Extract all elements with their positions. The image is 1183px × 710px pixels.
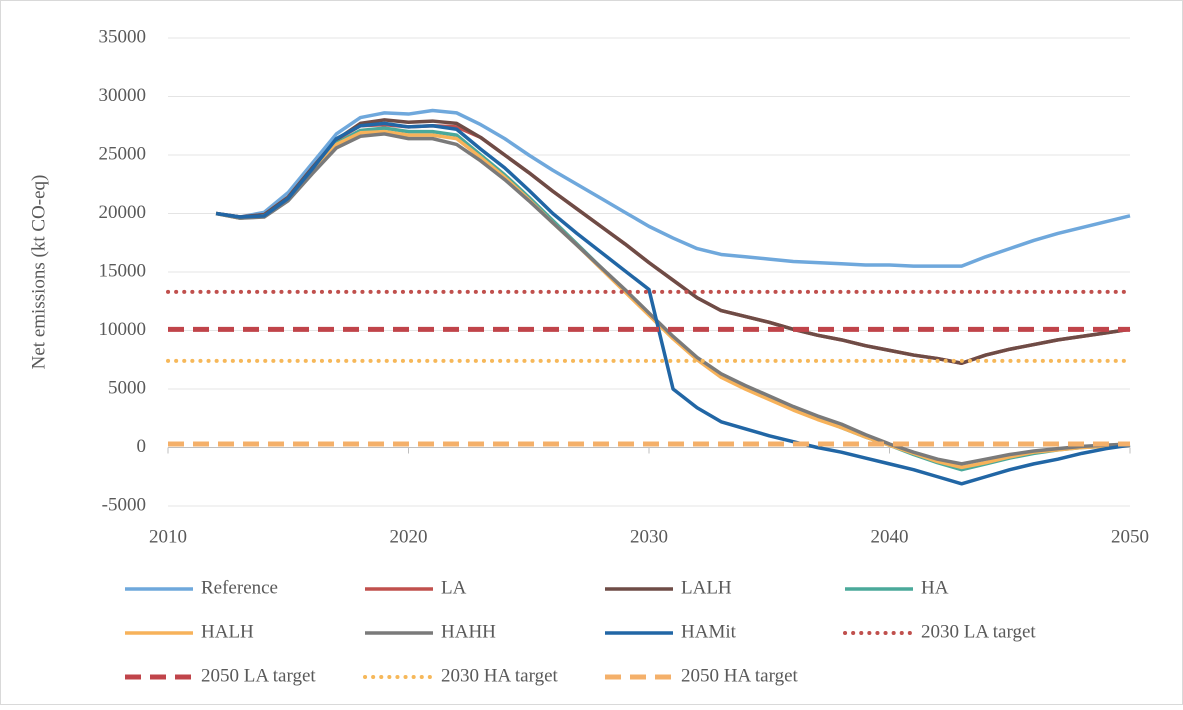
y-tick-label: 20000 [99, 202, 147, 223]
legend-label: HALH [201, 621, 254, 642]
legend-label: HA [921, 577, 949, 598]
legend-label: HAHH [441, 621, 496, 642]
series-line [215, 108, 1131, 268]
y-tick-label: -5000 [102, 494, 146, 515]
x-tick-label: 2040 [871, 526, 909, 547]
legend-label: LALH [681, 577, 732, 598]
series-line [215, 118, 1131, 366]
y-axis-label: Net emissions (kt CO-eq) [28, 175, 49, 370]
series-line [215, 132, 1131, 466]
y-tick-label: 0 [137, 436, 147, 457]
legend-label: 2030 LA target [921, 621, 1036, 642]
series-line [215, 129, 1131, 470]
y-tick-label: 15000 [99, 260, 147, 281]
x-tick-label: 2020 [390, 526, 428, 547]
series-line [215, 121, 1131, 486]
legend-label: 2030 HA target [441, 665, 559, 686]
y-tick-label: 30000 [99, 85, 147, 106]
legend-label: HAMit [681, 621, 737, 642]
x-tick-label: 2050 [1111, 526, 1149, 547]
legend-label: Reference [201, 577, 278, 598]
x-tick-label: 2030 [630, 526, 668, 547]
legend-label: LA [441, 577, 467, 598]
y-tick-label: 25000 [99, 143, 147, 164]
x-tick-label: 2010 [149, 526, 187, 547]
y-tick-label: 35000 [99, 26, 147, 47]
y-tick-label: 10000 [99, 319, 147, 340]
legend-label: 2050 HA target [681, 665, 799, 686]
y-tick-label: 5000 [108, 377, 146, 398]
legend-label: 2050 LA target [201, 665, 316, 686]
